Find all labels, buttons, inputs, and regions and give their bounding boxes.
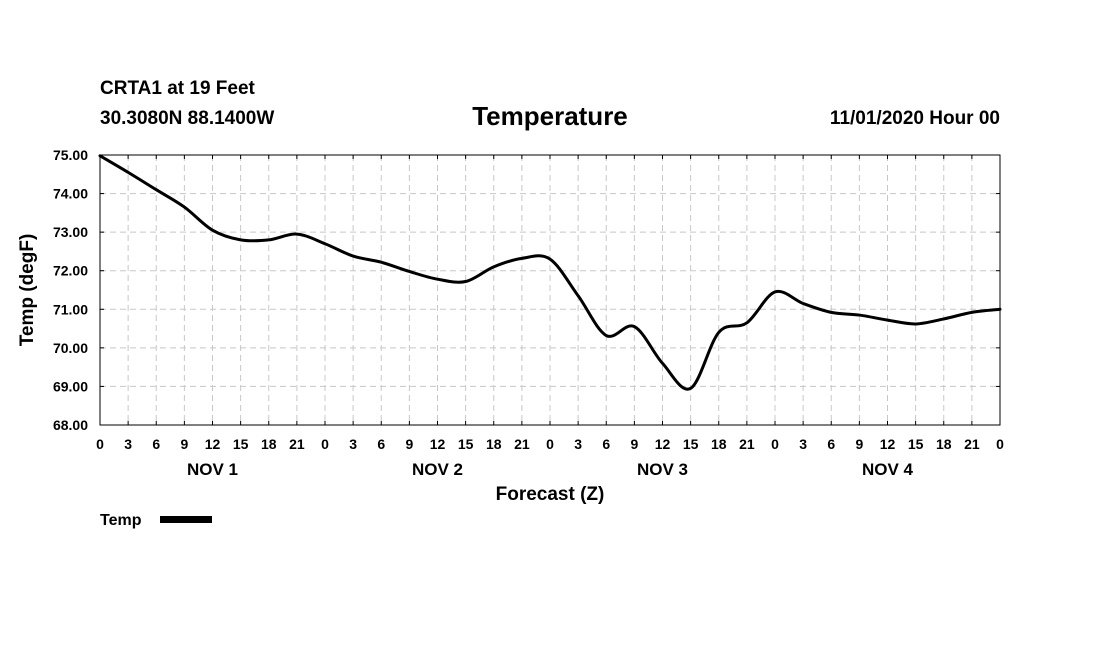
x-tick-label: 15 xyxy=(458,436,474,452)
x-tick-label: 15 xyxy=(683,436,699,452)
y-tick-label: 71.00 xyxy=(53,301,88,317)
day-label: NOV 4 xyxy=(862,460,914,479)
x-tick-label: 21 xyxy=(514,436,530,452)
x-tick-label: 18 xyxy=(711,436,727,452)
x-tick-label: 18 xyxy=(936,436,952,452)
day-label: NOV 2 xyxy=(412,460,463,479)
datetime-label: 11/01/2020 Hour 00 xyxy=(830,108,1000,129)
y-tick-label: 69.00 xyxy=(53,378,88,394)
day-label: NOV 1 xyxy=(187,460,238,479)
x-tick-label: 15 xyxy=(908,436,924,452)
plot-frame xyxy=(99,154,1001,426)
x-tick-label: 21 xyxy=(739,436,755,452)
x-axis-title: Forecast (Z) xyxy=(496,484,605,505)
location-label: 30.3080N 88.1400W xyxy=(100,108,274,129)
x-tick-label: 0 xyxy=(321,436,329,452)
x-tick-label: 6 xyxy=(602,436,610,452)
x-tick-label: 6 xyxy=(377,436,385,452)
x-tick-label: 15 xyxy=(233,436,249,452)
x-tick-label: 9 xyxy=(630,436,638,452)
x-tick-label: 12 xyxy=(880,436,896,452)
x-tick-label: 12 xyxy=(430,436,446,452)
x-tick-label: 0 xyxy=(96,436,104,452)
chart-title: Temperature xyxy=(472,101,628,131)
x-tick-label: 6 xyxy=(827,436,835,452)
y-tick-labels: 68.00 69.00 70.00 71.00 72.00 73.00 74.00 75.00 xyxy=(53,147,88,433)
y-tick-label: 68.00 xyxy=(53,417,88,433)
x-tick-label: 9 xyxy=(180,436,188,452)
day-label: NOV 3 xyxy=(637,460,688,479)
x-tick-label: 9 xyxy=(855,436,863,452)
x-tick-label: 18 xyxy=(486,436,502,452)
x-tick-label: 21 xyxy=(964,436,980,452)
grid xyxy=(100,155,1000,425)
y-axis-title: Temp (degF) xyxy=(17,234,38,347)
x-tick-label: 3 xyxy=(349,436,357,452)
x-tick-label: 0 xyxy=(996,436,1004,452)
x-tick-label: 6 xyxy=(152,436,160,452)
x-tick-label: 3 xyxy=(124,436,132,452)
y-tick-label: 72.00 xyxy=(53,263,88,279)
y-tick-label: 74.00 xyxy=(53,186,88,202)
x-tick-label: 0 xyxy=(771,436,779,452)
station-label: CRTA1 at 19 Feet xyxy=(100,78,256,99)
x-tick-label: 21 xyxy=(289,436,305,452)
legend-swatch xyxy=(160,516,212,523)
x-tick-label: 3 xyxy=(574,436,582,452)
x-tick-label: 9 xyxy=(405,436,413,452)
x-tick-label: 12 xyxy=(205,436,221,452)
x-tick-label: 18 xyxy=(261,436,277,452)
x-tick-label: 0 xyxy=(546,436,554,452)
legend-label: Temp xyxy=(100,512,142,529)
y-tick-label: 70.00 xyxy=(53,340,88,356)
series-line-temp xyxy=(98,154,1002,391)
x-tick-label: 3 xyxy=(799,436,807,452)
x-tick-label: 12 xyxy=(655,436,671,452)
y-tick-label: 75.00 xyxy=(53,147,88,163)
x-tick-labels: 0 3 6 9 12 15 18 21 0 3 6 9 12 15 18 21 0 3 6 9 12 15 18 21 0 3 6 9… xyxy=(96,436,1004,452)
y-tick-label: 73.00 xyxy=(53,224,88,240)
day-labels: NOV 1 NOV 2 NOV 3 NOV 4 xyxy=(187,460,914,479)
